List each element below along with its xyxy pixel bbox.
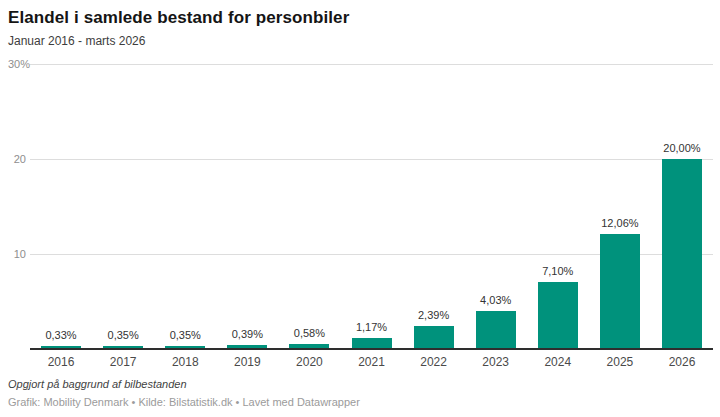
chart-subtitle: Januar 2016 - marts 2026 (8, 34, 145, 48)
bar-2025 (600, 234, 640, 349)
chart-credits: Grafik: Mobility Denmark • Kilde: Bilsta… (8, 396, 360, 408)
chart-footnote: Opgjort på baggrund af bilbestanden (8, 378, 187, 390)
bar-series: 0,33%0,35%0,35%0,39%0,58%1,17%2,39%4,03%… (30, 64, 713, 349)
x-axis-label-2020: 2020 (278, 355, 340, 369)
x-axis-label-2025: 2025 (589, 355, 651, 369)
y-tick-label-10: 10 (0, 248, 26, 260)
bar-slot-2019: 0,39% (216, 64, 278, 349)
bar-value-label-2022: 2,39% (393, 309, 475, 321)
bar-chart-plot-area: 0,33%0,35%0,35%0,39%0,58%1,17%2,39%4,03%… (30, 64, 713, 349)
x-axis-labels: 2016201720182019202020212022202320242025… (30, 355, 713, 369)
bar-2022 (414, 326, 454, 349)
bar-slot-2022: 2,39% (403, 64, 465, 349)
x-axis-label-2022: 2022 (403, 355, 465, 369)
bar-value-label-2025: 12,06% (579, 217, 661, 229)
bar-value-label-2023: 4,03% (455, 294, 537, 306)
bar-slot-2023: 4,03% (465, 64, 527, 349)
x-axis-label-2026: 2026 (651, 355, 713, 369)
bar-slot-2016: 0,33% (30, 64, 92, 349)
x-axis-label-2021: 2021 (340, 355, 402, 369)
bar-slot-2020: 0,58% (278, 64, 340, 349)
x-axis-label-2023: 2023 (465, 355, 527, 369)
x-axis-label-2024: 2024 (527, 355, 589, 369)
x-axis-label-2016: 2016 (30, 355, 92, 369)
x-axis-label-2017: 2017 (92, 355, 154, 369)
bar-slot-2024: 7,10% (527, 64, 589, 349)
x-axis-label-2019: 2019 (216, 355, 278, 369)
x-axis-baseline (30, 348, 713, 350)
bar-2024 (538, 282, 578, 349)
bar-value-label-2021: 1,17% (330, 321, 412, 333)
bar-value-label-2024: 7,10% (517, 265, 599, 277)
bar-slot-2026: 20,00% (651, 64, 713, 349)
bar-2026 (662, 159, 702, 349)
bar-slot-2025: 12,06% (589, 64, 651, 349)
bar-slot-2017: 0,35% (92, 64, 154, 349)
bar-slot-2018: 0,35% (154, 64, 216, 349)
chart-page: Elandel i samlede bestand for personbile… (0, 0, 720, 417)
chart-title: Elandel i samlede bestand for personbile… (8, 8, 349, 28)
y-tick-label-20: 20 (0, 153, 26, 165)
bar-slot-2021: 1,17% (340, 64, 402, 349)
x-axis-label-2018: 2018 (154, 355, 216, 369)
bar-value-label-2026: 20,00% (641, 142, 720, 154)
bar-2023 (476, 311, 516, 349)
y-tick-label-30: 30% (8, 58, 30, 70)
